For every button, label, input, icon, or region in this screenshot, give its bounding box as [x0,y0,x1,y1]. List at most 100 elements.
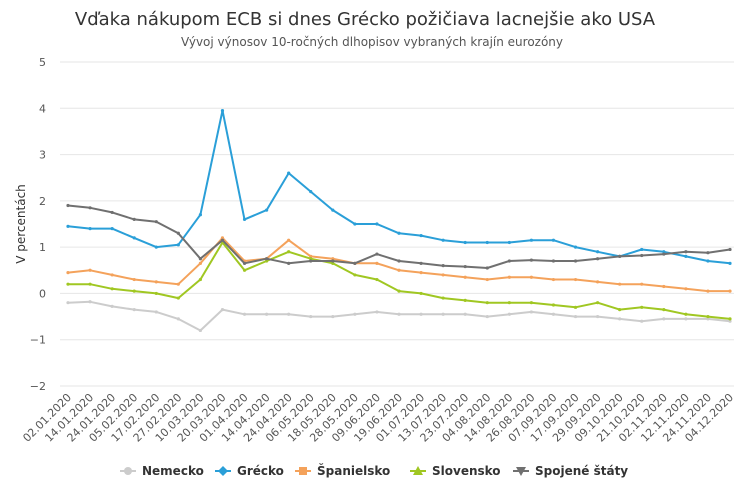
legend-item[interactable]: Španielsko [295,463,390,478]
legend-item[interactable]: Spojené štáty [513,464,628,478]
data-point [551,303,556,307]
data-point [154,310,158,314]
data-point [88,282,92,286]
data-point [441,296,445,300]
data-point [397,289,401,293]
data-point [463,275,467,279]
legend-item[interactable]: Nemecko [120,464,204,478]
data-point [662,284,666,289]
data-point [88,206,92,210]
data-point [573,314,578,319]
data-point [176,282,180,286]
data-point [529,301,534,305]
data-point [728,247,732,252]
data-point [485,314,489,319]
data-point [618,308,622,312]
y-tick-label: 2 [39,195,46,208]
data-point [198,213,202,217]
data-point [573,259,578,263]
data-point [66,224,70,228]
y-tick-label: 4 [39,102,46,115]
data-point [265,257,269,261]
legend[interactable]: Nemecko Grécko Španielsko Slovensko Spojené … [120,463,628,478]
data-point [728,289,732,293]
data-point [242,268,247,272]
data-point [441,273,445,277]
data-point [88,227,92,231]
x-axis-ticks: 02.01.202014.01.202024.01.202005.02.2020… [20,391,736,445]
series-line-5 [67,204,731,269]
data-point [287,171,291,175]
data-point [485,277,489,282]
legend-label: Španielsko [317,463,390,478]
data-point [132,217,136,221]
data-point [331,259,335,263]
data-point [618,254,622,258]
data-point [728,261,732,265]
data-point [463,298,467,302]
data-point [507,240,511,245]
data-point [198,277,202,282]
data-point [242,261,247,265]
data-point [110,227,114,231]
data-point [640,282,644,286]
data-point [684,312,688,316]
data-point [618,282,622,286]
legend-item[interactable]: Grécko [215,464,284,478]
data-point [176,243,180,247]
data-point [684,287,688,291]
data-point [176,231,180,235]
data-point [66,282,70,286]
series-line-1 [67,300,731,332]
data-point [684,250,688,254]
data-point [132,289,136,293]
gridlines [60,61,734,387]
data-point [353,261,357,265]
y-tick-label: 0 [39,287,46,300]
data-point [154,245,158,249]
data-point [132,236,136,240]
data-point [507,259,511,263]
data-point [640,247,644,252]
data-point [265,208,269,212]
data-point [662,308,666,312]
data-point [397,259,401,263]
data-point [375,252,379,256]
data-point [596,250,600,254]
data-point [154,220,158,224]
data-point [662,317,666,321]
data-point [662,252,666,256]
legend-item[interactable]: Slovensko [410,464,501,478]
data-point [110,273,114,277]
y-tick-label: 3 [39,149,46,162]
data-point [287,261,291,265]
data-point [353,222,357,226]
data-point [66,203,70,208]
data-point [507,301,511,305]
legend-label: Grécko [237,464,284,478]
data-point [640,305,644,309]
data-point [331,314,335,319]
legend-marker [299,467,307,475]
legend-marker [516,467,526,476]
data-point [728,317,732,321]
y-tick-label: −2 [30,380,46,393]
data-point [198,328,202,333]
data-point [596,257,600,261]
data-point [397,231,401,235]
data-point [198,257,202,261]
data-point [309,259,313,263]
data-point [573,277,578,282]
data-point [529,238,534,242]
data-point [551,238,556,242]
data-point [551,277,556,282]
data-point [220,238,225,242]
data-point [397,312,401,316]
y-tick-label: 5 [39,56,46,69]
data-point [331,208,335,212]
data-point [154,291,158,296]
data-point [596,314,600,319]
data-point [287,312,291,316]
data-point [529,258,534,262]
